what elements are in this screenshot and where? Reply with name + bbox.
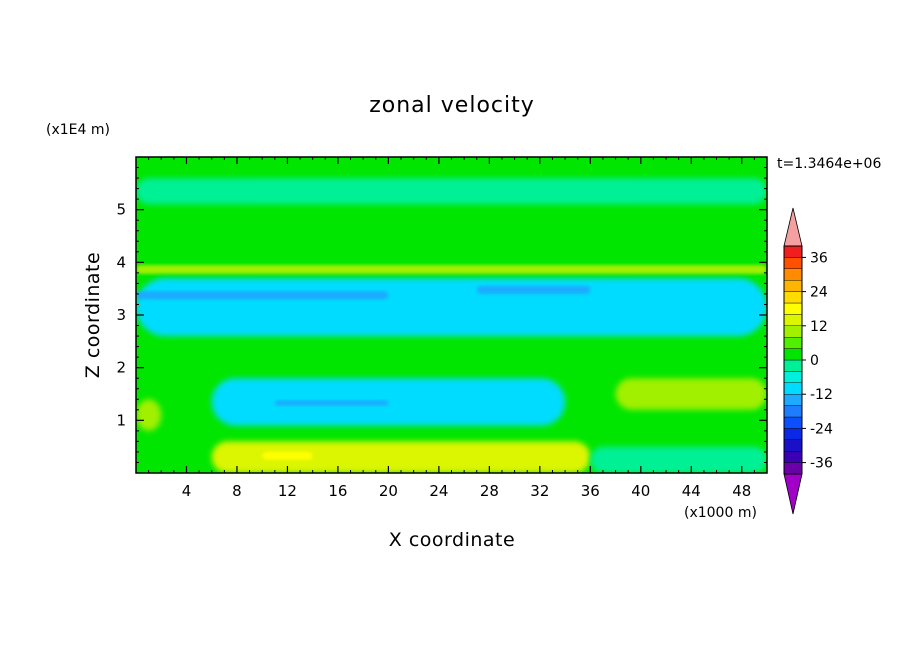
x-axis-title: X coordinate	[389, 529, 515, 551]
colorbar-label: -24	[810, 421, 833, 437]
y-tick-label: 5	[116, 201, 126, 219]
colorbar-label: -12	[810, 387, 833, 403]
x-tick-label: 36	[581, 482, 600, 500]
colorbar-swatch	[783, 337, 803, 349]
x-tick-label: 8	[232, 482, 242, 500]
colorbar: 36 24 12 0 -12 -24 -36	[783, 207, 833, 515]
colorbar-swatch	[783, 348, 803, 361]
y-axis-title: Z coordinate	[82, 252, 104, 378]
contour-region-upper-strip-light	[136, 178, 767, 205]
contour-field	[136, 157, 767, 473]
colorbar-swatch	[783, 428, 803, 440]
y-tick-label: 2	[116, 359, 126, 377]
colorbar-swatch	[783, 439, 803, 452]
x-tick-label: 28	[480, 482, 499, 500]
y-tick-label: 4	[116, 253, 126, 271]
contour-region-mid-cyan-core	[136, 278, 767, 337]
colorbar-label: 0	[810, 353, 819, 369]
colorbar-swatch	[783, 382, 803, 395]
colorbar-swatch	[783, 325, 803, 338]
colorbar-over-arrow	[783, 207, 803, 247]
colorbar-swatch	[783, 257, 803, 269]
colorbar-under-arrow	[783, 473, 803, 515]
contour-region-bottom-yellow-jet	[211, 441, 591, 473]
colorbar-swatch	[783, 416, 803, 429]
contour-region-left-edge-yellow	[136, 399, 162, 431]
x-tick-label: 48	[732, 482, 751, 500]
x-tick-label: 24	[429, 482, 448, 500]
y-tick-label: 1	[116, 411, 126, 429]
x-tick-label: 20	[379, 482, 398, 500]
x-tick-label: 16	[328, 482, 347, 500]
contour-region-mid-blue-streak-right	[476, 286, 591, 294]
colorbar-swatch	[783, 371, 803, 383]
x-tick-label: 44	[682, 482, 701, 500]
colorbar-swatch	[783, 291, 803, 304]
contour-region-right-yellow-green-lobe	[615, 378, 767, 410]
colorbar-swatch	[783, 451, 803, 463]
x-unit-label: (x1000 m)	[684, 505, 757, 521]
contour-region-bottom-right-cyan	[590, 446, 767, 473]
x-tick-label: 4	[182, 482, 192, 500]
colorbar-swatch	[783, 359, 803, 372]
contour-region-bottom-orange-spot	[262, 451, 313, 460]
time-label: t=1.3464e+06	[777, 156, 881, 172]
x-tick-label: 32	[530, 482, 549, 500]
colorbar-swatch	[783, 302, 803, 315]
colorbar-label: -36	[810, 456, 833, 472]
x-axis: 4 8 12 16 20 24 28 32 36 40 44 48	[148, 157, 755, 500]
x-tick-label: 12	[278, 482, 297, 500]
colorbar-label: 36	[810, 250, 828, 266]
colorbar-swatch	[783, 314, 803, 326]
y-unit-label: (x1E4 m)	[46, 122, 110, 138]
colorbar-label: 12	[810, 319, 828, 335]
colorbar-swatch	[783, 268, 803, 281]
y-tick-label: 3	[116, 306, 126, 324]
contour-region-mid-blue-streak-left	[136, 291, 389, 300]
contour-region-lower-blue-streak	[274, 400, 389, 406]
colorbar-swatch	[783, 405, 803, 418]
y-axis: 1 2 3 4 5	[116, 167, 767, 463]
contour-region-level-4-yellow-line	[136, 264, 767, 274]
x-tick-label: 40	[631, 482, 650, 500]
colorbar-swatch	[783, 462, 803, 475]
contour-region-lower-cyan-pool	[211, 378, 566, 426]
colorbar-swatch	[783, 280, 803, 292]
colorbar-swatch	[783, 245, 803, 258]
chart-title: zonal velocity	[369, 93, 535, 118]
colorbar-label: 24	[810, 285, 828, 301]
colorbar-swatch	[783, 394, 803, 406]
